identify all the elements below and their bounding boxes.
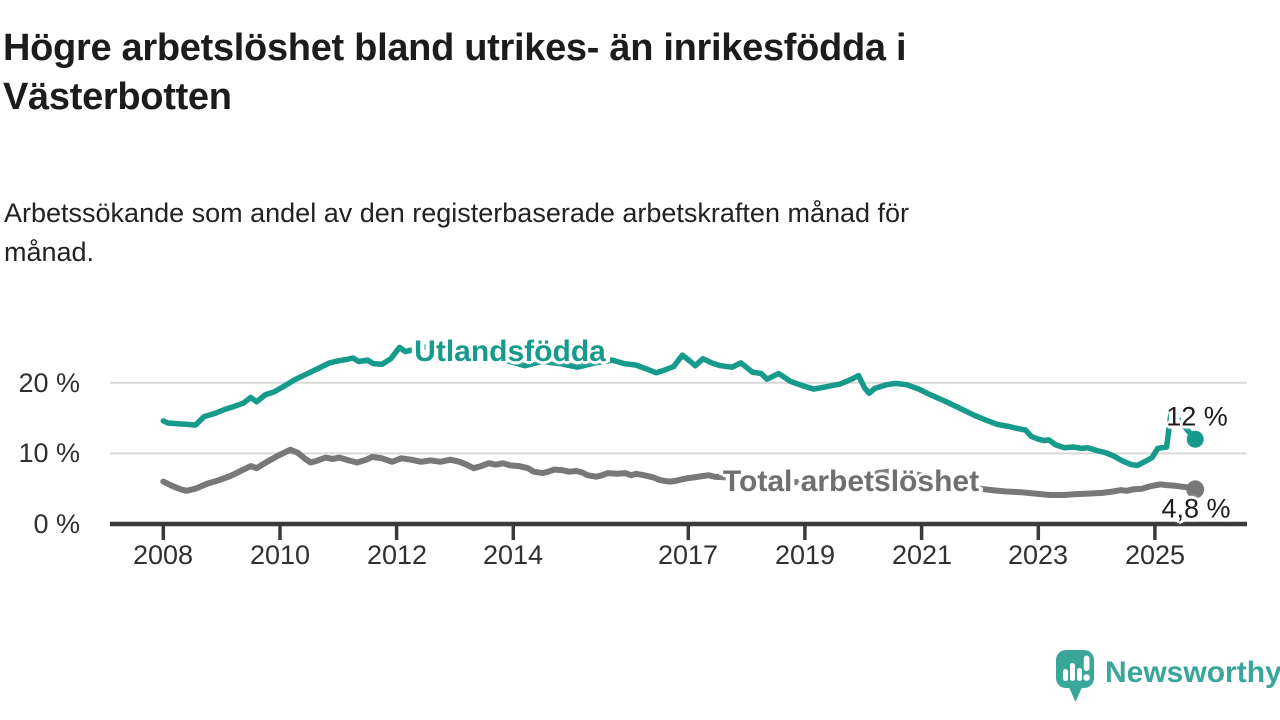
newsworthy-logo-icon (1056, 650, 1094, 702)
series-label-total-arbetsloshet: Total arbetslöshet (722, 465, 980, 498)
y-axis-tick-label: 10 % (18, 438, 80, 468)
series-end-dot-total-arbetsloshet (1186, 480, 1205, 499)
page-title-line-1: Högre arbetslöshet bland utrikes- än inr… (3, 27, 907, 69)
chart-subtitle-line-1: Arbetssökande som andel av den registerb… (4, 198, 910, 228)
end-value-label-utlandsfodda: 12 % (1166, 401, 1228, 432)
y-axis-tick-label: 0 % (33, 509, 80, 539)
x-axis-tick-label: 2012 (366, 540, 428, 570)
end-value-label-total-arbetsloshet: 4,8 % (1161, 493, 1231, 524)
chart-subtitle: Arbetssökande som andel av den registerb… (4, 194, 1244, 272)
x-axis-tick-label: 2019 (774, 540, 836, 570)
y-axis-tick-label: 20 % (18, 368, 80, 398)
x-axis-tick-label: 2021 (891, 540, 953, 570)
x-axis-tick-label: 2023 (1007, 540, 1069, 570)
series-label-utlandsfodda: Utlandsfödda (414, 335, 606, 368)
page-title-line-2: Västerbotten (3, 76, 232, 118)
brand-name: Newsworthy (1105, 656, 1280, 689)
series-end-dot-utlandsfodda (1186, 430, 1204, 448)
series-line-utlandsfodda (160, 341, 1198, 469)
x-axis-tick-label: 2014 (482, 540, 544, 570)
x-axis-tick-label: 2025 (1124, 540, 1186, 570)
x-axis-tick-label: 2008 (132, 540, 194, 570)
series-line-total-arbetsloshet (160, 446, 1199, 498)
x-axis-tick-label: 2017 (657, 540, 719, 570)
page-title: Högre arbetslöshet bland utrikes- än inr… (3, 24, 1243, 122)
x-axis-tick-label: 2010 (249, 540, 311, 570)
chart-subtitle-line-2: månad. (4, 237, 95, 267)
